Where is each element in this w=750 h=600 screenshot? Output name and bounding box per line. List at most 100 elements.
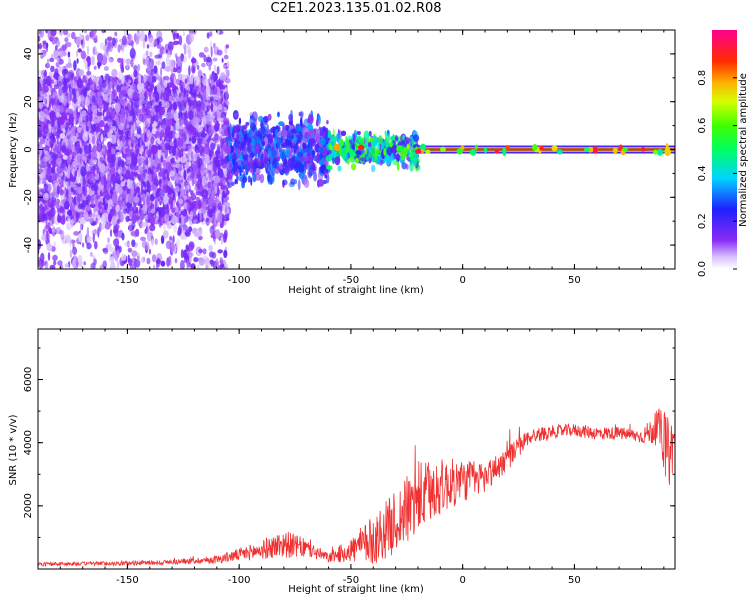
spectrogram-cell [85,34,90,41]
spectrogram-cell [124,242,131,247]
spectrogram-cell [116,260,120,269]
spectrogram-cell [42,228,46,236]
spectrogram-cell [175,212,179,218]
spectrogram-cell [70,135,78,143]
spectrogram-cell [190,151,194,160]
spectrogram-cell [117,44,121,53]
spectrogram-cell [54,96,58,107]
spectrogram-cell [166,172,170,179]
spectrogram-cell [206,217,209,222]
spectrogram-cell [56,112,60,117]
spectrogram-cell [192,208,197,218]
spectrogram-cell [83,213,90,222]
spectrogram-cell [117,57,123,63]
spectrogram-cell [58,86,63,96]
spectrogram-cell [206,32,210,39]
spectrogram-cell [94,241,98,250]
spectrogram-cell [86,242,92,250]
spectrogram-cell [202,248,207,255]
spectrogram-cell [61,44,67,51]
spectrogram-cell [69,173,73,180]
spectrogram-cell [187,181,192,190]
spectrogram-cell [75,36,82,47]
spectrogram-cell [178,35,183,46]
spectrogram-cell [219,259,224,265]
spectrogram-cell [179,74,186,81]
spectrogram-cell [65,78,70,83]
spectrogram-cell [104,189,108,196]
spectrogram-cell [52,254,58,261]
spectrogram-cell [210,171,213,181]
spectrogram-cell [198,258,205,266]
spectrogram-cell [210,182,213,189]
spectrogram-cell [156,163,162,171]
spectrogram-cell [96,167,99,174]
spectrogram-cell [108,247,116,252]
spectrogram-cell [216,49,223,56]
spectrogram-cell [150,106,156,116]
spectrogram-cell [145,100,150,105]
spectrogram-cell [182,209,186,217]
spectrogram-cell [198,235,203,241]
spectrogram-cell [97,52,104,63]
spectrogram-cell [190,189,193,196]
spectrogram-cell [38,98,41,109]
spectrogram-cell [146,61,152,71]
spectrogram-cell [210,101,214,113]
spectrogram-cell [204,156,210,165]
spectrogram-cell [219,72,227,82]
spectrogram-cell [198,226,203,236]
spectrogram-cell [172,131,176,140]
spectrogram-cell [220,79,224,86]
spectrogram-cell [49,57,55,63]
spectrogram-cell [114,103,121,113]
spectrogram-cell [194,79,197,88]
spectrogram-cell [213,64,216,73]
spectrogram-cell [110,186,114,192]
spectrogram-cell [73,231,80,236]
spectrogram-cell [180,53,184,62]
spectrogram-cell [179,198,183,205]
spectrogram-cell [66,188,69,199]
spectrogram-cell [132,91,138,102]
spectrogram-cell [47,221,51,232]
spectrogram-cell [64,263,69,268]
spectrogram-cell [129,188,135,196]
spectrogram-cell [78,117,81,123]
spectrogram-cell [158,171,163,177]
spectrogram-cell [92,232,95,243]
spectrogram-cell [44,150,50,161]
spectrogram-cell [114,31,118,37]
spectrogram-cell [145,50,149,57]
spectrogram-cell [93,37,98,44]
spectrogram-cell [218,127,224,135]
spectrogram-cell [197,263,200,269]
spectrogram-cell [49,138,54,149]
spectrogram-cell [121,89,127,96]
spectrogram-cell [88,102,91,114]
spectrogram-cell [76,58,79,64]
figure-title: C2E1.2023.135.01.02.R08 [270,1,442,16]
spectrogram-cell [70,103,77,112]
spectrogram-cell [147,37,150,42]
spectrogram-cell [99,42,105,50]
spectrogram-cell [180,234,186,240]
spectrogram-cell [69,249,73,259]
spectrogram-cell [219,85,226,90]
spectrogram-cell [176,238,180,250]
spectrogram-cell [183,169,187,181]
spectrogram-cell [49,110,56,120]
spectrogram-cell [94,228,97,234]
spectrogram-cell [51,228,56,233]
spectrogram-cell [111,153,116,164]
spectrogram-cell [224,204,228,215]
spectrogram-cell [138,113,144,122]
spectrogram-cell [77,155,81,163]
spectrogram-cell [46,230,49,240]
spectrogram-cell [149,95,152,101]
spectrogram-cell [211,88,214,99]
spectrogram-cell [198,52,205,58]
spectrogram-cell [120,199,126,207]
spectrogram-cell [142,38,146,49]
spectrogram-cell [77,48,82,53]
